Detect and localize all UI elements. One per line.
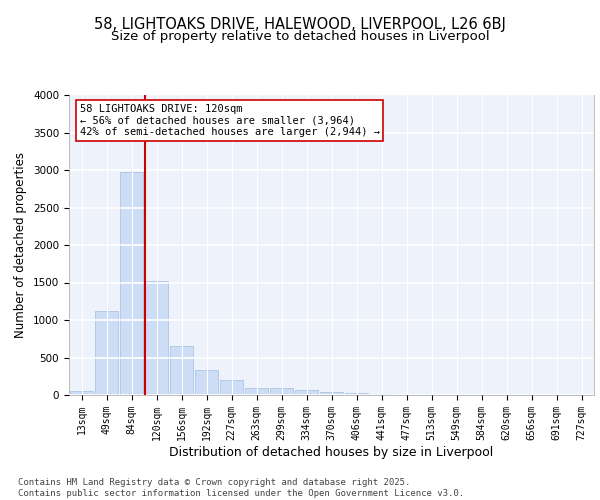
Bar <box>145 281 168 395</box>
Bar <box>220 380 243 395</box>
Bar <box>270 388 293 395</box>
Bar <box>320 392 343 395</box>
Text: 58 LIGHTOAKS DRIVE: 120sqm
← 56% of detached houses are smaller (3,964)
42% of s: 58 LIGHTOAKS DRIVE: 120sqm ← 56% of deta… <box>79 104 380 137</box>
Bar <box>195 370 218 395</box>
Text: 58, LIGHTOAKS DRIVE, HALEWOOD, LIVERPOOL, L26 6BJ: 58, LIGHTOAKS DRIVE, HALEWOOD, LIVERPOOL… <box>94 18 506 32</box>
Bar <box>345 393 368 395</box>
Bar <box>295 390 318 395</box>
Bar <box>95 311 118 395</box>
Bar <box>120 172 143 395</box>
Text: Size of property relative to detached houses in Liverpool: Size of property relative to detached ho… <box>110 30 490 43</box>
Text: Contains HM Land Registry data © Crown copyright and database right 2025.
Contai: Contains HM Land Registry data © Crown c… <box>18 478 464 498</box>
X-axis label: Distribution of detached houses by size in Liverpool: Distribution of detached houses by size … <box>169 446 494 458</box>
Y-axis label: Number of detached properties: Number of detached properties <box>14 152 28 338</box>
Bar <box>170 346 193 395</box>
Bar <box>370 394 393 395</box>
Bar <box>245 388 268 395</box>
Bar <box>70 390 93 395</box>
